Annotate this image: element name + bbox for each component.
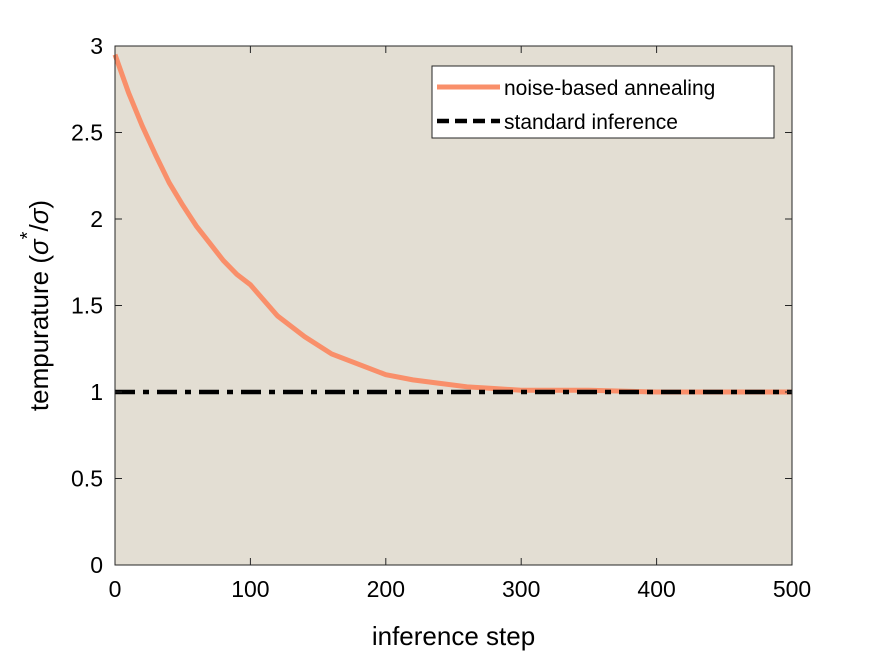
y-tick-label: 0.5 [71, 466, 103, 492]
x-axis-label: inference step [372, 621, 535, 651]
y-tick-label: 3 [90, 33, 103, 59]
y-axis-label-main: tempurature ( [24, 255, 54, 411]
y-axis-label-sigma-star: σ [24, 238, 54, 255]
x-tick-label: 100 [231, 576, 269, 602]
x-tick-label: 400 [637, 576, 675, 602]
x-tick-label: 500 [773, 576, 811, 602]
x-tick-label: 300 [502, 576, 540, 602]
y-tick-label: 0 [90, 552, 103, 578]
y-tick-label: 1 [90, 379, 103, 405]
legend: noise-based annealing standard inference [431, 65, 775, 139]
series-layer [112, 53, 792, 395]
y-tick-label: 2 [90, 206, 103, 232]
y-axis-label-sigma: σ [24, 207, 54, 224]
y-axis-label-close: ) [24, 200, 54, 209]
x-tick-label: 200 [367, 576, 405, 602]
y-axis-label-star: * [17, 231, 39, 239]
legend-label-standard-inference: standard inference [504, 111, 678, 134]
y-axis-label-slash: / [24, 224, 54, 232]
x-tick-label: 0 [109, 576, 122, 602]
legend-box [431, 65, 775, 139]
x-axis-ticks: 0 100 200 300 400 500 [109, 46, 811, 602]
y-axis-ticks: 0 0.5 1 1.5 2 2.5 3 [71, 33, 792, 578]
y-tick-label: 1.5 [71, 293, 103, 319]
y-axis-label: tempurature (σ*/σ) [17, 200, 54, 411]
legend-label-noise-based-annealing: noise-based annealing [504, 77, 715, 100]
y-tick-label: 2.5 [71, 120, 103, 146]
